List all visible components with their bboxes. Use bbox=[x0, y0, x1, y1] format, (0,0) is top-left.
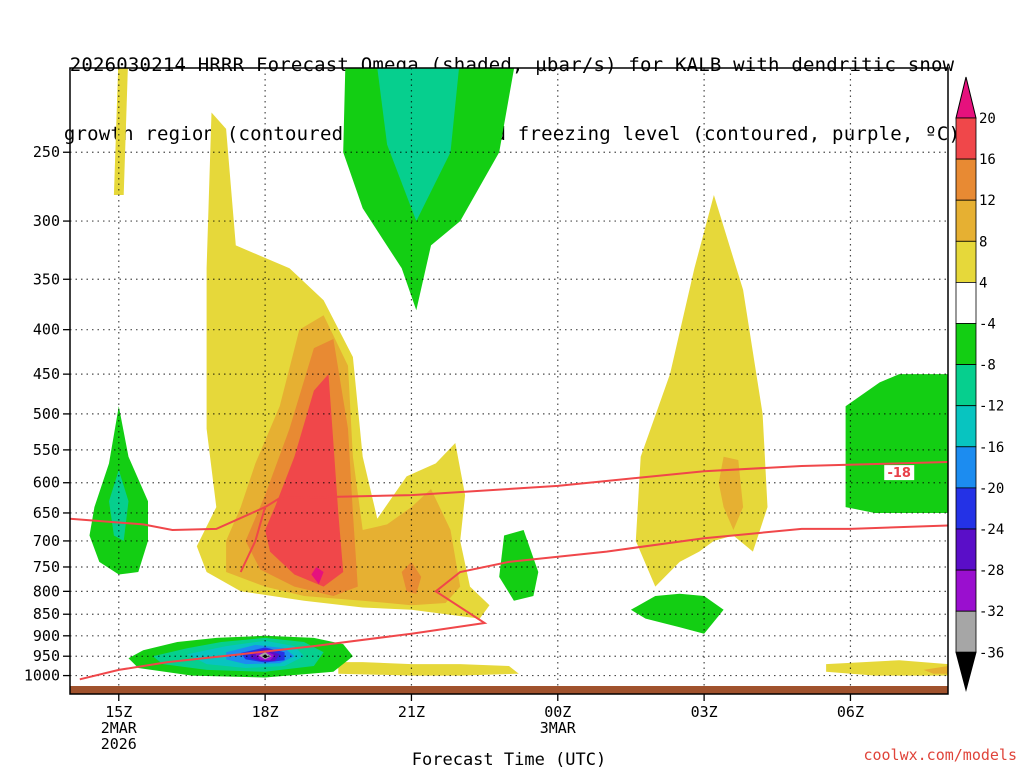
omega-region-orange bbox=[401, 561, 422, 594]
colorbar-arrow-bottom bbox=[955, 651, 977, 692]
x-tick-label: 03Z bbox=[691, 703, 718, 721]
omega-shading bbox=[89, 68, 948, 678]
y-tick-label: 400 bbox=[33, 321, 60, 339]
plot-frame bbox=[69, 67, 949, 695]
colorbar-swatch-blue bbox=[955, 446, 977, 489]
y-tick-label: 850 bbox=[33, 605, 60, 623]
colorbar-swatch-gold bbox=[955, 199, 977, 242]
y-tick-label: 300 bbox=[33, 212, 60, 230]
colorbar-arrow-top bbox=[955, 76, 977, 119]
x-tick-label: 2026 bbox=[101, 735, 137, 753]
colorbar-swatch-green bbox=[955, 323, 977, 365]
colorbar-label: -4 bbox=[979, 317, 996, 333]
colorbar-swatch-orange bbox=[955, 158, 977, 201]
colorbar-label: -32 bbox=[979, 604, 1004, 620]
y-tick-label: 700 bbox=[33, 532, 60, 550]
ground-bar bbox=[70, 686, 948, 694]
colorbar-label: -8 bbox=[979, 358, 996, 374]
contour-lines: -18 bbox=[70, 461, 948, 681]
x-tick-label: 21Z bbox=[398, 703, 425, 721]
colorbar-label: -28 bbox=[979, 563, 1004, 579]
dgz-contour-1 bbox=[70, 506, 266, 532]
omega-region-gold bbox=[718, 456, 744, 530]
x-tick-label: 00Z bbox=[544, 703, 571, 721]
omega-region-yellow bbox=[338, 662, 519, 676]
omega-region-magenta bbox=[311, 567, 324, 585]
grid-lines bbox=[70, 68, 948, 694]
omega-region-green bbox=[630, 593, 724, 634]
contour-label: -18 bbox=[887, 466, 911, 481]
colorbar-label: -24 bbox=[979, 522, 1004, 538]
colorbar-label: -36 bbox=[979, 645, 1004, 661]
colorbar-swatch-cyan bbox=[955, 405, 977, 448]
y-tick-label: 900 bbox=[33, 627, 60, 645]
colorbar-swatch-purple bbox=[955, 569, 977, 612]
x-axis-label: Forecast Time (UTC) bbox=[412, 750, 606, 768]
colorbar-swatch-red bbox=[955, 117, 977, 160]
y-tick-label: 800 bbox=[33, 582, 60, 600]
chart-title-line-1: 2026030214 HRRR Forecast Omega (shaded, … bbox=[69, 54, 955, 76]
colorbar-swatch-gray bbox=[955, 610, 977, 653]
y-tick-label: 750 bbox=[33, 558, 60, 576]
credit-link[interactable]: coolwx.com/models bbox=[863, 746, 1017, 764]
omega-region-yellow bbox=[635, 195, 768, 587]
omega-region-black bbox=[262, 654, 268, 659]
omega-region-yellow bbox=[826, 660, 948, 676]
omega-region-gold bbox=[923, 666, 948, 674]
omega-region-yellow bbox=[113, 68, 128, 195]
colorbar-label: -12 bbox=[979, 399, 1004, 415]
dgz-contour-2 bbox=[79, 524, 948, 681]
colorbar-label: 4 bbox=[979, 275, 987, 291]
y-tick-label: 500 bbox=[33, 405, 60, 423]
dgz-contour-0 bbox=[239, 461, 948, 573]
y-axis: 250 300 350 400 450 500 550 600 650 700 750 800 850 9… bbox=[24, 143, 70, 685]
omega-region-teal bbox=[377, 68, 460, 222]
x-tick-label: 3MAR bbox=[540, 719, 577, 737]
colorbar-swatch-indigo bbox=[955, 528, 977, 571]
y-tick-label: 550 bbox=[33, 441, 60, 459]
y-tick-label: 600 bbox=[33, 474, 60, 492]
omega-region-green bbox=[845, 374, 948, 513]
omega-region-green bbox=[499, 530, 539, 601]
contour-label-bg bbox=[884, 465, 915, 481]
colorbar-label: -20 bbox=[979, 481, 1004, 497]
x-tick-label: 2MAR bbox=[101, 719, 138, 737]
x-tick-label: 15Z bbox=[105, 703, 132, 721]
colorbar-label: 8 bbox=[979, 234, 987, 250]
colorbar-label: 12 bbox=[979, 193, 996, 209]
y-tick-label: 650 bbox=[33, 504, 60, 522]
x-tick-label: 06Z bbox=[837, 703, 864, 721]
x-tick-label: 18Z bbox=[252, 703, 279, 721]
colorbar-swatch-white bbox=[955, 281, 977, 324]
y-tick-label: 950 bbox=[33, 647, 60, 665]
colorbar-swatch-teal bbox=[955, 364, 977, 407]
colorbar-label: 20 bbox=[979, 111, 996, 127]
y-tick-label: 1000 bbox=[24, 667, 60, 685]
colorbar-label: -16 bbox=[979, 440, 1004, 456]
y-tick-label: 450 bbox=[33, 365, 60, 383]
y-tick-label: 250 bbox=[33, 143, 60, 161]
colorbar-label: 16 bbox=[979, 152, 996, 168]
colorbar-swatch-dblue bbox=[955, 487, 977, 530]
y-tick-label: 350 bbox=[33, 270, 60, 288]
colorbar-swatch-yellow bbox=[955, 240, 977, 283]
omega-region-red bbox=[265, 374, 344, 587]
colorbar: 20 16 12 8 4 -4 -8 -12 -16 -20 -24 -28 -32 -36 bbox=[955, 76, 1004, 692]
